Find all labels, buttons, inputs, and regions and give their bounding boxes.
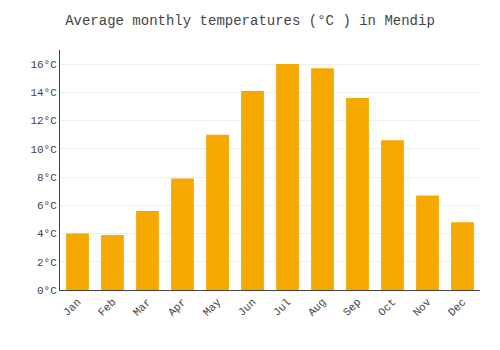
svg-text:12°C: 12°C (30, 115, 57, 127)
svg-text:10°C: 10°C (30, 144, 57, 156)
svg-text:8°C: 8°C (37, 172, 57, 184)
svg-text:Mar: Mar (131, 296, 153, 318)
svg-text:Oct: Oct (376, 296, 398, 318)
svg-text:16°C: 16°C (30, 59, 57, 71)
svg-text:2°C: 2°C (37, 257, 57, 269)
svg-text:Jul: Jul (271, 296, 293, 318)
svg-text:Aug: Aug (306, 296, 328, 318)
svg-text:Nov: Nov (411, 296, 434, 319)
svg-text:Feb: Feb (96, 296, 118, 318)
svg-text:Sep: Sep (341, 296, 363, 318)
svg-text:0°C: 0°C (37, 285, 57, 297)
svg-text:6°C: 6°C (37, 200, 57, 212)
svg-text:Jan: Jan (61, 296, 83, 318)
svg-text:Average monthly temperatures (: Average monthly temperatures (°C ) in Me… (65, 13, 435, 29)
svg-text:4°C: 4°C (37, 228, 57, 240)
svg-text:Jun: Jun (236, 296, 258, 318)
svg-text:May: May (201, 296, 224, 319)
svg-text:Apr: Apr (166, 296, 188, 318)
svg-text:14°C: 14°C (30, 87, 57, 99)
svg-text:Dec: Dec (446, 296, 468, 318)
